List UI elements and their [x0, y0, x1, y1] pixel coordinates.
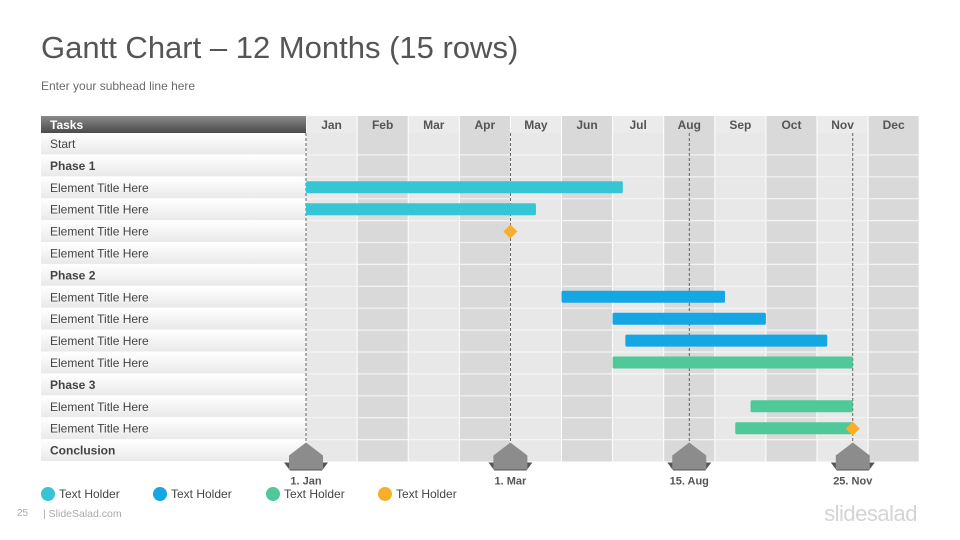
footer-site-link[interactable]: | SlideSalad.com: [43, 508, 122, 520]
task-row: [41, 177, 306, 199]
legend-label: Text Holder: [59, 487, 120, 501]
task-label: Element Title Here: [50, 356, 149, 370]
task-label: Start: [50, 137, 76, 151]
task-row: [41, 243, 306, 264]
month-label: Dec: [883, 118, 905, 132]
month-header-cell: [613, 116, 664, 133]
task-row: [41, 418, 306, 440]
task-label: Conclusion: [50, 444, 115, 458]
milestone-diamond: [845, 421, 860, 436]
marker-label: 1. Mar: [495, 476, 528, 488]
marker-pin: [672, 442, 707, 470]
legend-label: Text Holder: [396, 487, 457, 501]
task-row: [41, 396, 306, 418]
month-header-cell: [766, 116, 817, 133]
month-header-cell: [357, 116, 408, 133]
month-header-cell: [459, 116, 510, 133]
gantt-bar: [306, 181, 623, 194]
month-label: Feb: [372, 118, 393, 132]
gantt-bar: [750, 400, 853, 413]
gantt-bar: [612, 356, 853, 369]
gantt-bar: [625, 334, 828, 347]
task-row: [41, 330, 306, 352]
task-label: Element Title Here: [50, 312, 149, 326]
gantt-bar: [561, 290, 726, 303]
task-row: [41, 199, 306, 221]
task-row: [41, 155, 306, 177]
month-header-cell: [868, 116, 919, 133]
page-title: Gantt Chart – 12 Months (15 rows): [41, 30, 519, 65]
task-row: [41, 133, 306, 155]
task-label: Phase 1: [50, 159, 96, 173]
month-label: Apr: [475, 118, 496, 132]
month-label: Mar: [423, 118, 445, 132]
marker-pin: [289, 442, 323, 470]
month-header-cell: [408, 116, 459, 133]
brand-logo: slidesalad: [824, 501, 917, 526]
task-row: [41, 286, 306, 308]
task-label: Element Title Here: [50, 422, 149, 436]
legend-swatch: [266, 487, 280, 501]
month-header-cell: [817, 116, 868, 133]
month-header-cell: [715, 116, 766, 133]
task-row: [41, 374, 306, 396]
month-label: Oct: [781, 118, 801, 132]
task-label: Element Title Here: [50, 181, 149, 195]
legend-swatch: [378, 487, 392, 501]
legend-label: Text Holder: [284, 487, 345, 501]
marker-label: 1. Jan: [290, 476, 321, 488]
month-label: May: [524, 118, 548, 132]
task-label: Element Title Here: [50, 334, 149, 348]
task-row: [41, 352, 306, 374]
task-label: Phase 3: [50, 378, 96, 392]
month-header-cell: [306, 116, 357, 133]
legend-swatch: [153, 487, 167, 501]
gantt-bar: [306, 203, 536, 216]
task-label: Element Title Here: [50, 225, 149, 239]
legend-swatch: [41, 487, 55, 501]
task-row: [41, 440, 306, 461]
month-header-cell: [664, 116, 715, 133]
marker-label: 25. Nov: [833, 476, 873, 488]
marker-pin: [493, 442, 528, 470]
month-label: Jun: [576, 118, 597, 132]
marker-label: 15. Aug: [670, 476, 709, 488]
month-label: Jan: [321, 118, 342, 132]
month-label: Jul: [629, 118, 646, 132]
month-column: [868, 133, 919, 462]
month-header-cell: [562, 116, 613, 133]
marker-pin: [835, 442, 870, 470]
task-label: Phase 2: [50, 268, 96, 282]
page-subtitle: Enter your subhead line here: [41, 79, 196, 93]
task-label: Element Title Here: [50, 290, 149, 304]
gantt-bar: [612, 312, 766, 325]
tasks-header-cell: [41, 116, 306, 133]
month-label: Nov: [831, 118, 854, 132]
task-label: Element Title Here: [50, 247, 149, 261]
task-row: [41, 221, 306, 242]
tasks-header-label: Tasks: [50, 118, 83, 132]
legend-label: Text Holder: [171, 487, 232, 501]
task-row: [41, 264, 306, 286]
task-label: Element Title Here: [50, 203, 149, 217]
task-row: [41, 308, 306, 330]
task-label: Element Title Here: [50, 400, 149, 414]
milestone-diamond: [503, 224, 518, 239]
month-header-cell: [510, 116, 561, 133]
gantt-bar: [735, 422, 853, 435]
month-label: Sep: [729, 118, 751, 132]
page-number: 25: [17, 508, 29, 519]
month-label: Aug: [678, 118, 701, 132]
